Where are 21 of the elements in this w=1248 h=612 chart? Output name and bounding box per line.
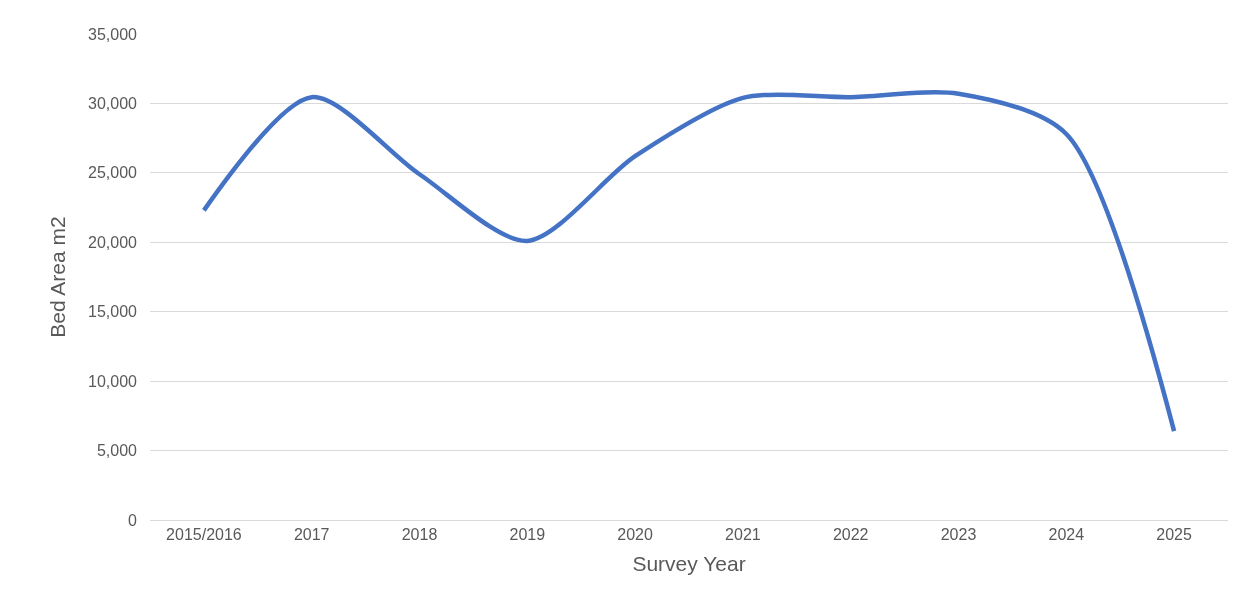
x-tick-label: 2018 — [401, 526, 438, 544]
x-tick-label: 2024 — [1048, 526, 1085, 544]
x-tick-label: 2021 — [725, 526, 761, 544]
x-axis-title: Survey Year — [632, 552, 746, 576]
x-tick-label: 2022 — [832, 526, 869, 544]
y-axis-title: Bed Area m2 — [46, 216, 70, 338]
x-tick-label: 2019 — [509, 526, 546, 544]
line-series — [201, 90, 1177, 434]
x-tick-label: 2020 — [617, 526, 653, 544]
y-tick-label: 30,000 — [88, 95, 138, 113]
x-tick-label: 2025 — [1156, 526, 1192, 544]
y-tick-label: 10,000 — [88, 372, 138, 390]
y-tick-label: 0 — [128, 511, 138, 529]
x-tick-label: 2023 — [940, 526, 977, 544]
x-tick-label: 2015/2016 — [166, 526, 242, 544]
y-tick-label: 35,000 — [88, 25, 138, 43]
y-tick-label: 5,000 — [96, 442, 138, 460]
y-tick-label: 15,000 — [88, 303, 138, 321]
y-tick-label: 25,000 — [88, 164, 138, 182]
y-tick-label: 20,000 — [88, 233, 138, 251]
x-tick-label: 2017 — [293, 526, 330, 544]
